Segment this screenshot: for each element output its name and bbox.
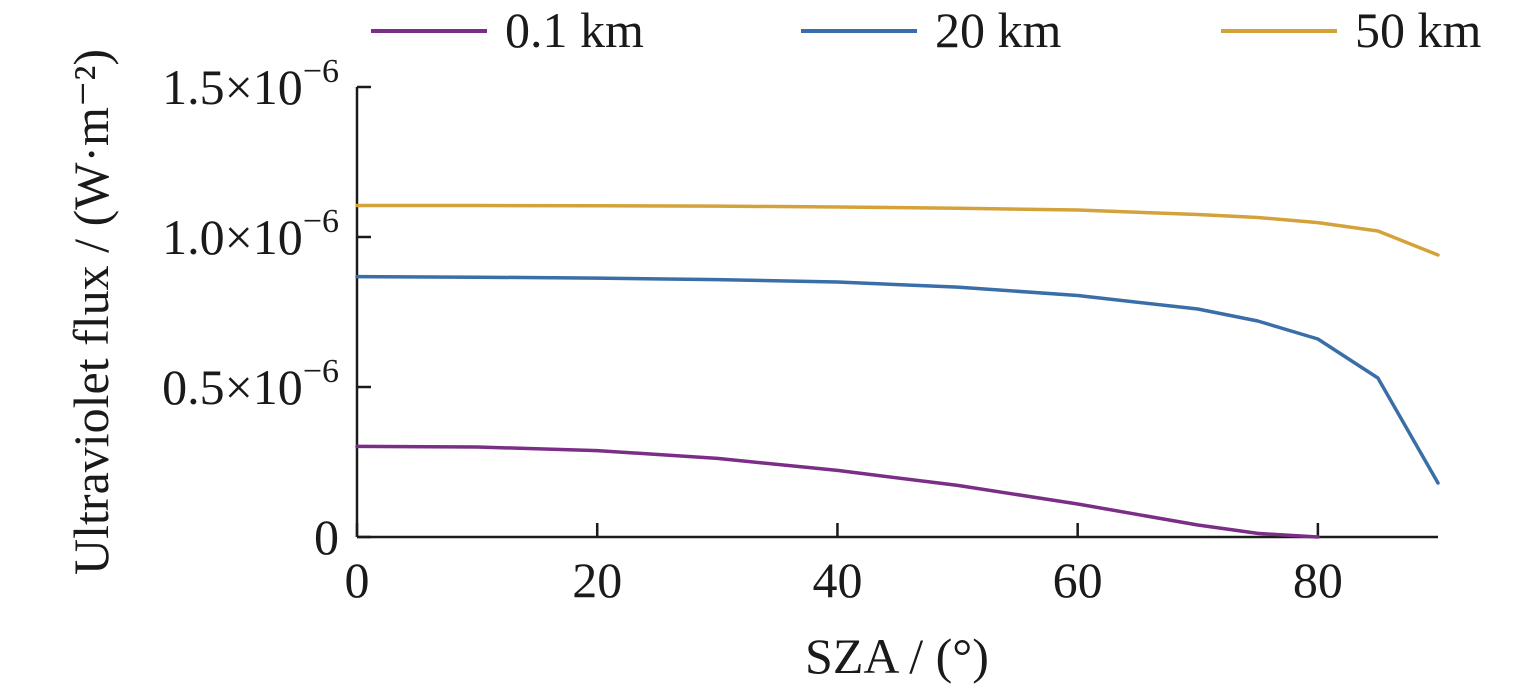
x-tick-label: 80 bbox=[1293, 552, 1343, 608]
y-tick-label-base: 1.0×10 bbox=[162, 209, 303, 265]
y-tick-label-exponent: −6 bbox=[303, 203, 339, 240]
y-tick-label: 1.0×10−6 bbox=[162, 203, 339, 265]
y-tick-label-base: 0.5×10 bbox=[162, 359, 303, 415]
axes bbox=[355, 87, 1438, 539]
y-tick-label: 0 bbox=[314, 509, 339, 565]
series-line-20-km bbox=[355, 274, 1440, 485]
legend-label: 50 km bbox=[1355, 2, 1482, 58]
y-axis-title-group: Ultraviolet flux / (W·m⁻²) bbox=[63, 49, 119, 575]
series-line-50-km bbox=[355, 203, 1440, 257]
x-tick-label: 40 bbox=[812, 552, 862, 608]
legend-label: 20 km bbox=[935, 2, 1062, 58]
x-tick-label: 60 bbox=[1053, 552, 1103, 608]
y-tick-label-exponent: −6 bbox=[303, 53, 339, 90]
x-ticks: 0 20 40 60 80 bbox=[345, 523, 1343, 608]
legend: 0.1 km 20 km 50 km bbox=[371, 2, 1482, 58]
y-tick-label-exponent: −6 bbox=[303, 353, 339, 390]
y-ticks: 00.5×10−61.0×10−61.5×10−6 bbox=[162, 53, 371, 565]
series-line-0-1-km bbox=[355, 444, 1320, 539]
series-group bbox=[355, 203, 1440, 539]
y-tick-label-base: 0 bbox=[314, 509, 339, 565]
y-tick-label-base: 1.5×10 bbox=[162, 59, 303, 115]
x-tick-label: 20 bbox=[572, 552, 622, 608]
x-axis-title: SZA / (°) bbox=[805, 628, 989, 684]
y-axis-title: Ultraviolet flux / (W·m⁻²) bbox=[63, 49, 119, 575]
y-tick-label: 0.5×10−6 bbox=[162, 353, 339, 415]
legend-label: 0.1 km bbox=[505, 2, 644, 58]
y-tick-label: 1.5×10−6 bbox=[162, 53, 339, 115]
x-tick-label: 0 bbox=[345, 552, 370, 608]
